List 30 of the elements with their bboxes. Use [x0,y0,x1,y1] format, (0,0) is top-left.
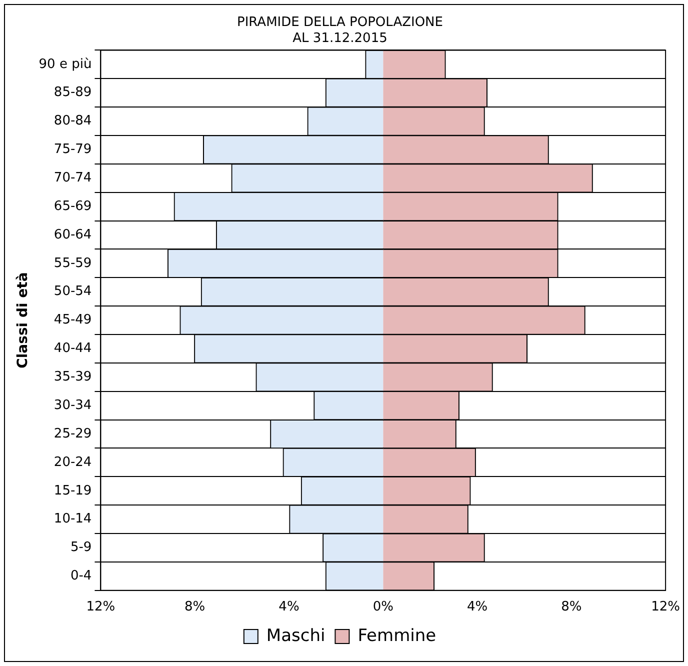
x-tick-label: 0% [372,600,394,615]
y-tick-label: 80-84 [54,114,92,129]
x-tick-label: 8% [561,600,582,615]
y-tick-label: 70-74 [54,170,92,186]
y-tick-label: 35-39 [54,370,92,385]
y-tick-label: 50-54 [54,284,92,300]
y-tick-label: 20-24 [54,454,92,470]
y-tick-label: 40-44 [54,341,92,356]
y-tick-label: 90 e più [38,56,92,72]
y-tick-label: 10-14 [54,512,92,527]
y-tick-label: 45-49 [54,312,92,328]
y-tick-label: 65-69 [54,198,92,214]
y-tick-label: 15-19 [54,483,92,498]
y-tick-label: 25-29 [54,426,92,442]
x-tick-label: 12% [86,600,116,615]
legend-label: Femmine [358,626,436,646]
y-axis-title: Classi di età [15,272,32,368]
y-tick-label: 75-79 [54,142,92,158]
y-tick-label: 30-34 [54,398,92,413]
y-tick-label: 60-64 [54,227,92,242]
chart-title: PIRAMIDE DELLA POPOLAZIONE AL 31.12.2015 [236,15,444,46]
x-tick-label: 4% [466,600,488,615]
legend-label: Maschi [266,626,326,646]
x-tick-label: 4% [278,600,300,615]
x-tick-label: 12% [651,600,680,615]
y-tick-label: 85-89 [54,85,92,100]
y-tick-label: 55-59 [54,256,92,271]
y-tick-label: 0-4 [70,568,92,584]
x-tick-label: 8% [184,600,206,615]
y-tick-label: 5-9 [70,540,92,556]
